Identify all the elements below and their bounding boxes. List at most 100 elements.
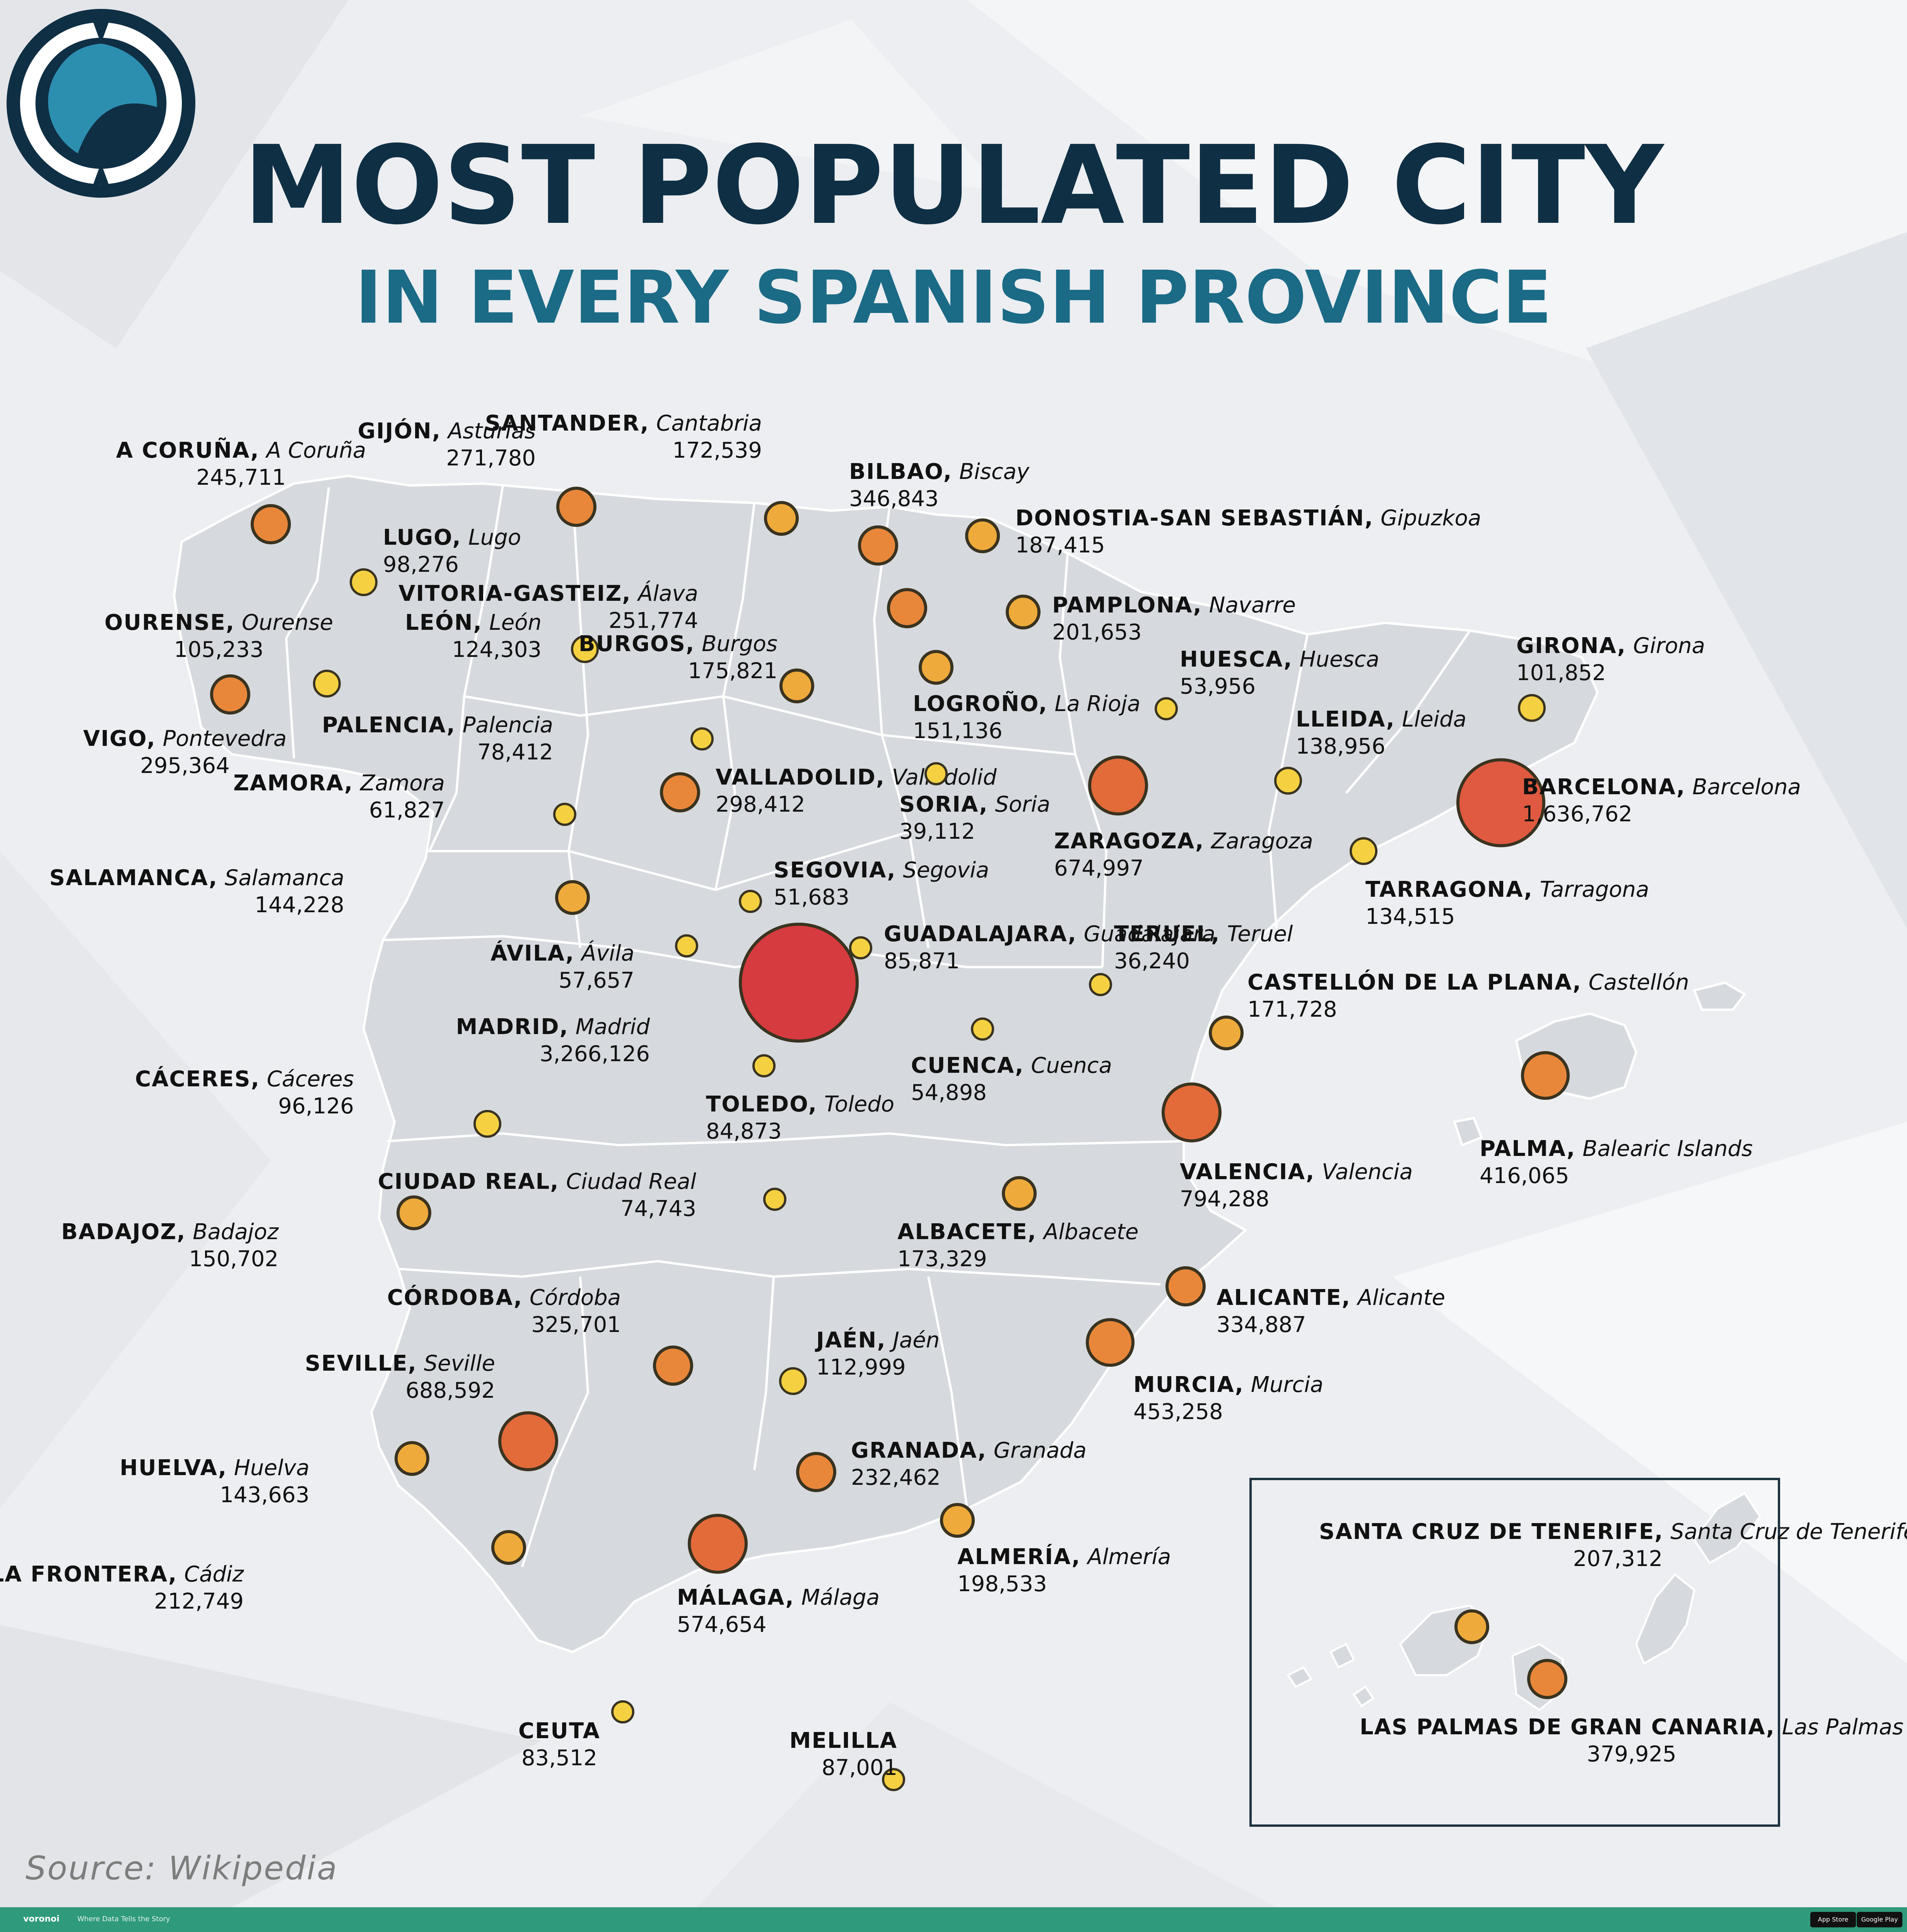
city-marker bbox=[210, 674, 250, 715]
voronoi-logo bbox=[6, 9, 196, 198]
city-marker bbox=[924, 762, 948, 785]
city-label: CIUDAD REAL, Ciudad Real 74,743 bbox=[378, 1168, 696, 1222]
city-label: CÁCERES, Cáceres 96,126 bbox=[135, 1066, 354, 1120]
population-value: 51,683 bbox=[774, 885, 849, 910]
city-marker bbox=[491, 1530, 526, 1565]
city-name: JEREZ DE LA FRONTERA, bbox=[0, 1562, 178, 1587]
province-name: Alicante bbox=[1357, 1285, 1446, 1310]
population-value: 453,258 bbox=[1133, 1399, 1223, 1424]
city-marker bbox=[971, 1017, 994, 1041]
city-marker bbox=[1350, 837, 1377, 865]
city-name: SORIA, bbox=[899, 792, 988, 817]
city-name: GUADALAJARA, bbox=[884, 922, 1077, 947]
population-value: 144,228 bbox=[255, 892, 344, 918]
province-name: Palencia bbox=[462, 713, 553, 738]
population-value: 78,412 bbox=[477, 740, 553, 765]
province-name: Jaén bbox=[893, 1328, 940, 1353]
population-value: 151,136 bbox=[913, 718, 1003, 744]
province-name: Burgos bbox=[702, 631, 777, 657]
province-name: Huelva bbox=[234, 1455, 309, 1481]
city-name: TARRAGONA, bbox=[1365, 877, 1533, 902]
population-value: 574,654 bbox=[677, 1612, 767, 1637]
menorca-island bbox=[1693, 981, 1746, 1011]
city-name: MADRID, bbox=[456, 1014, 569, 1040]
province-name: Asturias bbox=[448, 419, 536, 444]
population-value: 207,312 bbox=[1573, 1546, 1663, 1571]
city-marker bbox=[687, 1513, 748, 1574]
population-value: 688,592 bbox=[405, 1378, 495, 1403]
province-name: Albacete bbox=[1043, 1219, 1139, 1245]
city-label: DONOSTIA-SAN SEBASTIÁN, Gipuzkoa 187,415 bbox=[1015, 505, 1481, 559]
province-name: Cantabria bbox=[656, 411, 762, 436]
city-marker bbox=[553, 803, 576, 826]
city-name: ALMERÍA, bbox=[957, 1544, 1081, 1570]
population-value: 175,821 bbox=[688, 658, 777, 684]
city-name: LEÓN, bbox=[405, 610, 482, 635]
city-marker bbox=[763, 1188, 786, 1211]
province-name: Huesca bbox=[1299, 647, 1379, 672]
city-marker bbox=[1088, 755, 1148, 816]
city-label: VIGO, Pontevedra 295,364 bbox=[83, 725, 287, 780]
province-name: Navarre bbox=[1209, 593, 1296, 618]
population-value: 150,702 bbox=[189, 1246, 279, 1272]
city-label: PALENCIA, Palencia 78,412 bbox=[322, 712, 553, 766]
population-value: 187,415 bbox=[1015, 533, 1105, 558]
city-label: SANTANDER, Cantabria 172,539 bbox=[485, 410, 762, 464]
city-label: PAMPLONA, Navarre 201,653 bbox=[1052, 592, 1296, 646]
province-name: Pontevedra bbox=[162, 726, 287, 751]
city-name: SANTA CRUZ DE TENERIFE, bbox=[1319, 1519, 1664, 1544]
city-name: VALENCIA, bbox=[1180, 1159, 1315, 1185]
province-name: Tarragona bbox=[1540, 877, 1649, 902]
city-name: GIRONA, bbox=[1516, 633, 1627, 658]
population-value: 98,276 bbox=[383, 552, 459, 577]
city-marker bbox=[919, 650, 954, 685]
population-value: 96,126 bbox=[278, 1094, 354, 1119]
province-name: A Coruña bbox=[266, 438, 366, 463]
city-label: MELILLA 87,001 bbox=[789, 1727, 897, 1782]
population-value: 325,701 bbox=[531, 1312, 621, 1337]
city-name: DONOSTIA-SAN SEBASTIÁN, bbox=[1015, 506, 1374, 531]
city-label: SANTA CRUZ DE TENERIFE, Santa Cruz de Te… bbox=[1319, 1518, 1907, 1573]
city-name: TOLEDO, bbox=[706, 1092, 817, 1117]
province-name: Guadalajara bbox=[1083, 922, 1215, 947]
population-value: 61,827 bbox=[369, 798, 445, 823]
province-name: Balearic Islands bbox=[1582, 1136, 1753, 1161]
city-label: TARRAGONA, Tarragona 134,515 bbox=[1365, 876, 1649, 930]
city-label: TOLEDO, Toledo 84,873 bbox=[706, 1091, 894, 1145]
app-store-badge[interactable]: App Store bbox=[1810, 1912, 1856, 1927]
ibiza-island bbox=[1453, 1117, 1483, 1146]
population-value: 138,956 bbox=[1296, 734, 1386, 759]
population-value: 36,240 bbox=[1114, 949, 1190, 974]
population-value: 172,539 bbox=[672, 438, 762, 463]
province-name: Cádiz bbox=[184, 1562, 244, 1587]
city-label: VALLADOLID, Valladolid298,412 bbox=[716, 764, 997, 818]
city-name: CÁCERES, bbox=[135, 1067, 260, 1092]
google-play-badge[interactable]: Google Play bbox=[1857, 1912, 1902, 1927]
city-marker bbox=[1089, 973, 1112, 996]
province-name: Las Palmas bbox=[1782, 1715, 1904, 1740]
city-marker bbox=[1006, 595, 1041, 629]
city-marker bbox=[1155, 697, 1178, 720]
province-name: Soria bbox=[995, 792, 1051, 817]
footer-brand: voronoi bbox=[23, 1914, 60, 1924]
city-label: ALBACETE, Albacete 173,329 bbox=[897, 1219, 1138, 1273]
city-name: VITORIA-GASTEIZ, bbox=[398, 581, 631, 606]
page-subtitle: IN EVERY SPANISH PROVINCE bbox=[355, 255, 1552, 340]
page-title: MOST POPULATED CITY bbox=[243, 123, 1664, 249]
population-value: 232,462 bbox=[851, 1465, 941, 1490]
population-value: 271,780 bbox=[446, 446, 536, 471]
city-name: ÁVILA, bbox=[490, 941, 575, 966]
city-label: ALICANTE, Alicante 334,887 bbox=[1217, 1284, 1445, 1339]
city-name: GIJÓN, bbox=[357, 419, 441, 444]
province-name: Almería bbox=[1087, 1544, 1171, 1570]
population-value: 105,233 bbox=[174, 637, 264, 662]
population-value: 85,871 bbox=[884, 949, 960, 974]
province-name: Barcelona bbox=[1692, 775, 1801, 800]
city-name: JAÉN, bbox=[816, 1328, 886, 1353]
city-name: CÓRDOBA, bbox=[387, 1285, 523, 1310]
population-value: 212,749 bbox=[154, 1589, 244, 1614]
province-name: Santa Cruz de Tenerife bbox=[1670, 1519, 1907, 1544]
city-marker bbox=[473, 1110, 501, 1138]
province-name: Ávila bbox=[581, 941, 634, 966]
population-value: 134,515 bbox=[1365, 904, 1455, 929]
